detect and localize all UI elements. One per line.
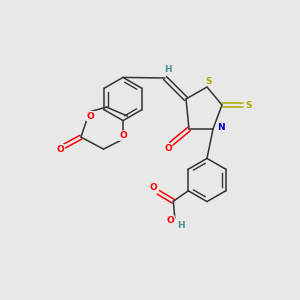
Text: H: H <box>177 221 184 230</box>
Text: O: O <box>150 183 158 192</box>
Text: H: H <box>164 64 172 74</box>
Text: N: N <box>217 123 224 132</box>
Text: O: O <box>119 131 127 140</box>
Text: O: O <box>164 144 172 153</box>
Text: O: O <box>87 112 94 121</box>
Text: O: O <box>167 216 174 225</box>
Text: S: S <box>246 100 252 109</box>
Text: O: O <box>56 145 64 154</box>
Text: S: S <box>205 76 212 85</box>
